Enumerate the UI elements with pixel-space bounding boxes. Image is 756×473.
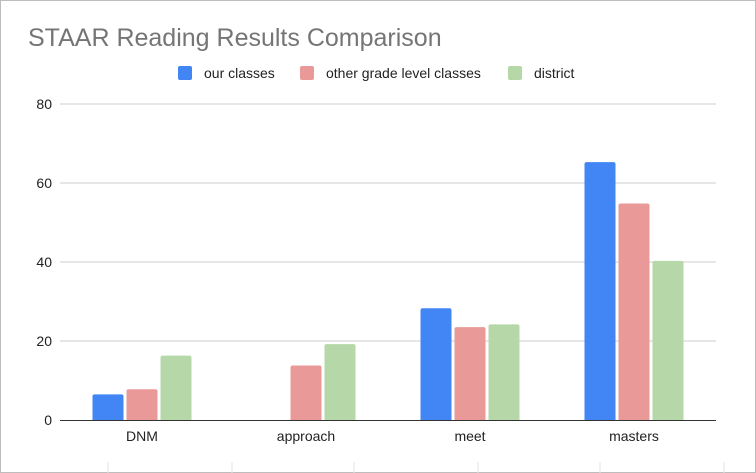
- legend-label: our classes: [204, 65, 275, 81]
- bar-approach-other-grade-level-classes: [290, 365, 322, 420]
- y-tick-label: 20: [36, 333, 52, 349]
- x-category-label: meet: [454, 428, 485, 444]
- bar-approach-district: [324, 344, 356, 420]
- x-axis-categories: DNM approach meet masters: [126, 428, 659, 444]
- bar-dnm-other-grade-level-classes: [126, 389, 158, 420]
- y-tick-label: 80: [36, 96, 52, 112]
- bar-masters-our-classes: [584, 162, 616, 420]
- y-axis-ticks: 0 20 40 60 80: [36, 96, 52, 428]
- y-gridlines: [60, 103, 716, 342]
- x-category-label: masters: [609, 428, 659, 444]
- x-category-label: approach: [277, 428, 335, 444]
- bars: [92, 162, 684, 420]
- legend-swatch: [508, 66, 522, 80]
- chart-title: STAAR Reading Results Comparison: [28, 24, 442, 52]
- y-tick-label: 60: [36, 175, 52, 191]
- bar-meet-our-classes: [420, 308, 452, 420]
- legend-label: other grade level classes: [326, 65, 481, 81]
- bar-dnm-our-classes: [92, 394, 124, 420]
- sheet-grid: [107, 462, 725, 473]
- x-category-label: DNM: [126, 428, 158, 444]
- y-tick-label: 0: [44, 412, 52, 428]
- bar-masters-other-grade-level-classes: [618, 203, 650, 420]
- bar-dnm-district: [160, 355, 192, 420]
- bar-masters-district: [652, 260, 684, 420]
- legend-swatch: [178, 66, 192, 80]
- legend-swatch: [300, 66, 314, 80]
- bar-meet-other-grade-level-classes: [454, 327, 486, 420]
- legend: our classes other grade level classes dist…: [178, 65, 575, 81]
- y-tick-label: 40: [36, 254, 52, 270]
- legend-label: district: [534, 65, 575, 81]
- bar-meet-district: [488, 324, 520, 420]
